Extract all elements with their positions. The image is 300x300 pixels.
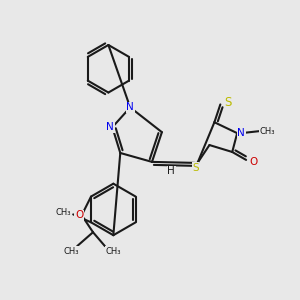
Text: CH₃: CH₃ bbox=[259, 127, 275, 136]
Text: CH₃: CH₃ bbox=[56, 208, 71, 217]
Text: CH₃: CH₃ bbox=[64, 247, 79, 256]
Text: N: N bbox=[237, 128, 245, 138]
Text: CH₃: CH₃ bbox=[105, 247, 121, 256]
Text: O: O bbox=[249, 157, 257, 167]
Text: H: H bbox=[167, 166, 175, 176]
Text: O: O bbox=[75, 210, 83, 220]
Text: N: N bbox=[106, 122, 114, 132]
Text: S: S bbox=[192, 163, 199, 173]
Text: N: N bbox=[126, 102, 134, 112]
Text: S: S bbox=[225, 96, 232, 109]
